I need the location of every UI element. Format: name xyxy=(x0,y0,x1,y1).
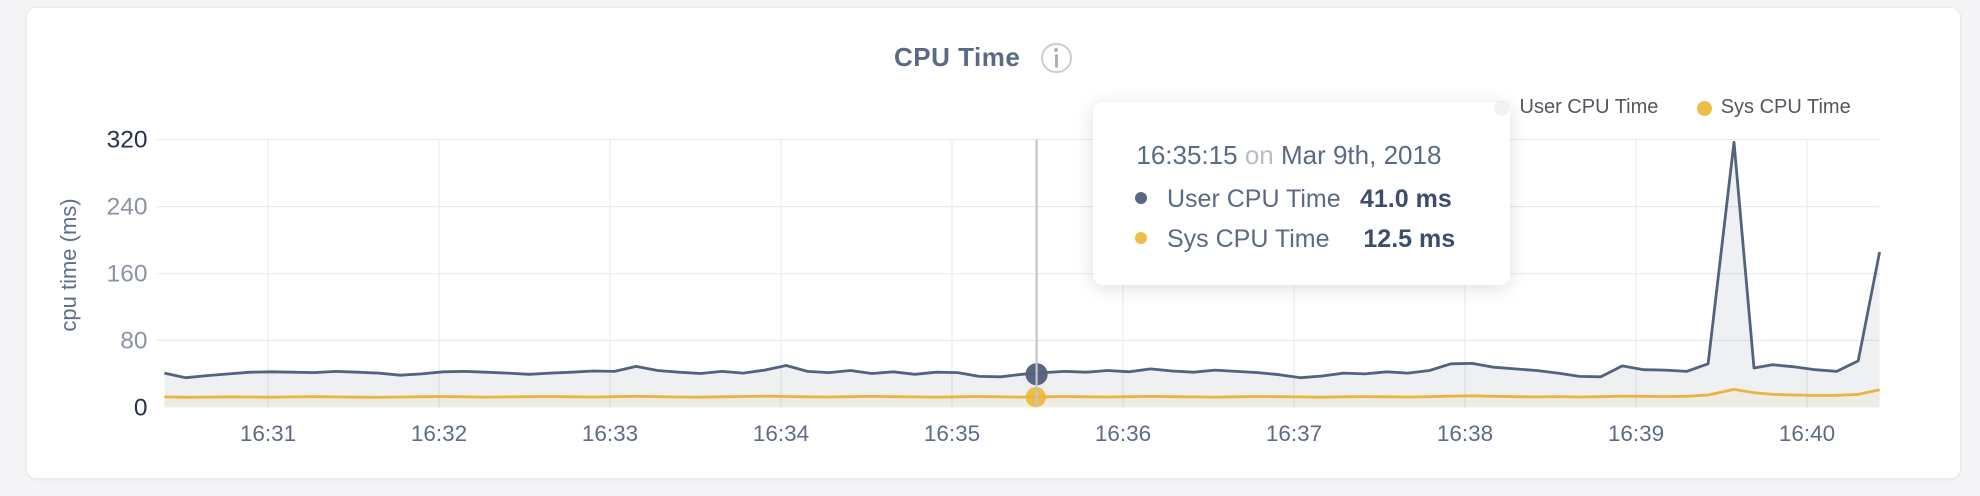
svg-text:16:35: 16:35 xyxy=(924,421,980,446)
svg-text:16:39: 16:39 xyxy=(1608,421,1664,446)
svg-text:16:37: 16:37 xyxy=(1266,421,1322,446)
svg-text:16:40: 16:40 xyxy=(1779,421,1835,446)
svg-text:160: 160 xyxy=(107,261,148,288)
svg-text:cpu time (ms): cpu time (ms) xyxy=(56,198,81,331)
svg-text:16:38: 16:38 xyxy=(1437,421,1493,446)
svg-text:16:31: 16:31 xyxy=(240,421,296,446)
svg-text:16:32: 16:32 xyxy=(411,421,467,446)
svg-text:80: 80 xyxy=(120,327,147,354)
svg-text:240: 240 xyxy=(107,194,148,221)
svg-text:16:34: 16:34 xyxy=(753,421,809,446)
svg-text:320: 320 xyxy=(107,127,148,154)
svg-text:0: 0 xyxy=(134,394,148,421)
svg-text:16:36: 16:36 xyxy=(1095,421,1151,446)
svg-text:16:33: 16:33 xyxy=(582,421,638,446)
